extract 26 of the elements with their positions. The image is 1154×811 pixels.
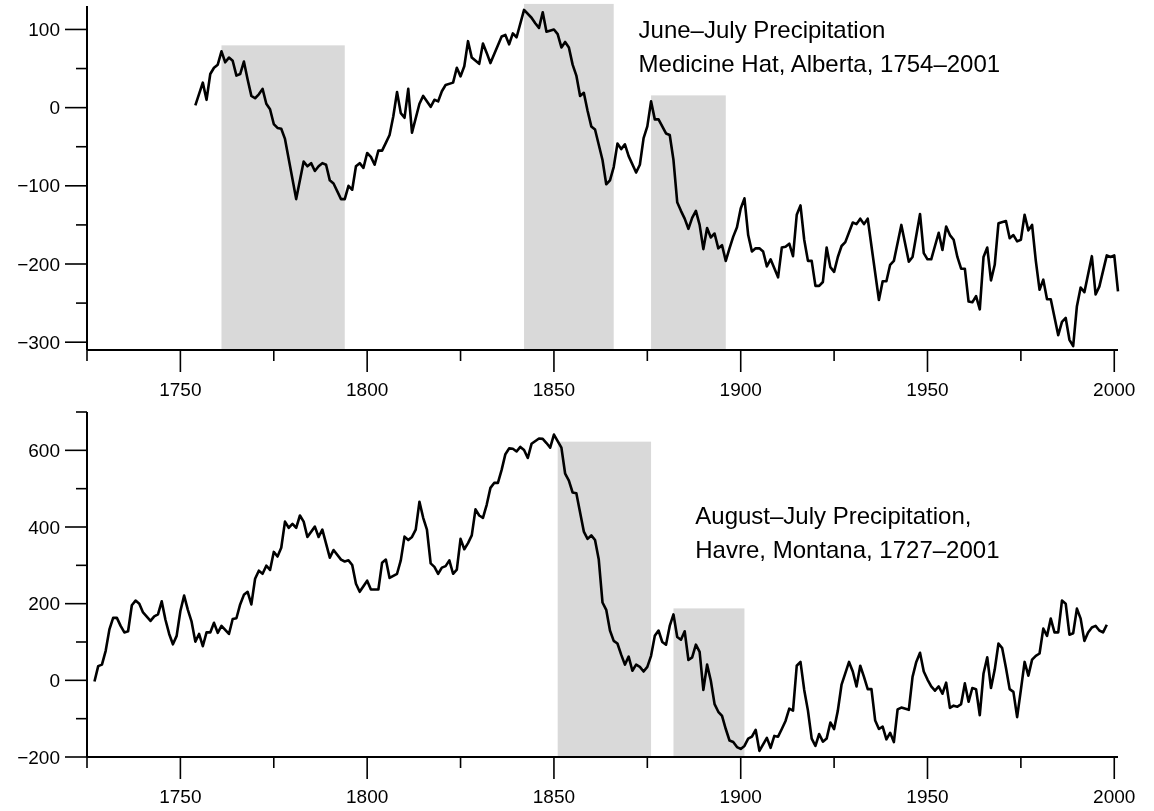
x-tick-label: 2000 — [1093, 786, 1136, 807]
x-tick-label: 1850 — [532, 786, 576, 807]
x-tick-label: 1750 — [159, 379, 202, 400]
y-tick-label: −200 — [17, 746, 60, 768]
y-tick-label: −300 — [17, 331, 60, 353]
y-tick-label: 0 — [49, 97, 60, 119]
line-series — [194, 8, 1120, 348]
x-tick-label: 2000 — [1093, 379, 1136, 400]
y-tick-label: 400 — [28, 516, 60, 538]
y-tick-label: 100 — [28, 19, 60, 41]
line-series — [93, 433, 1109, 753]
y-tick-label: 200 — [28, 593, 60, 615]
y-tick-label: −100 — [17, 175, 60, 197]
x-tick-label: 1850 — [532, 379, 576, 400]
x-tick-label: 1900 — [719, 379, 762, 400]
x-tick-label: 1950 — [906, 379, 949, 400]
x-tick-label: 1800 — [346, 786, 389, 807]
y-tick-label: 600 — [28, 439, 60, 461]
x-tick-label: 1950 — [906, 786, 949, 807]
y-tick-label: 0 — [49, 669, 60, 691]
y-tick-label: −200 — [17, 253, 60, 275]
x-tick-label: 1800 — [346, 379, 389, 400]
x-tick-label: 1750 — [159, 786, 202, 807]
text: August–July Precipitation, Havre, Montana, 1727–2001 — [695, 501, 1000, 563]
x-tick-label: 1900 — [719, 786, 762, 807]
text: June–July Precipitation Medicine Hat, Alberta, 1754–2001 — [638, 16, 1001, 78]
